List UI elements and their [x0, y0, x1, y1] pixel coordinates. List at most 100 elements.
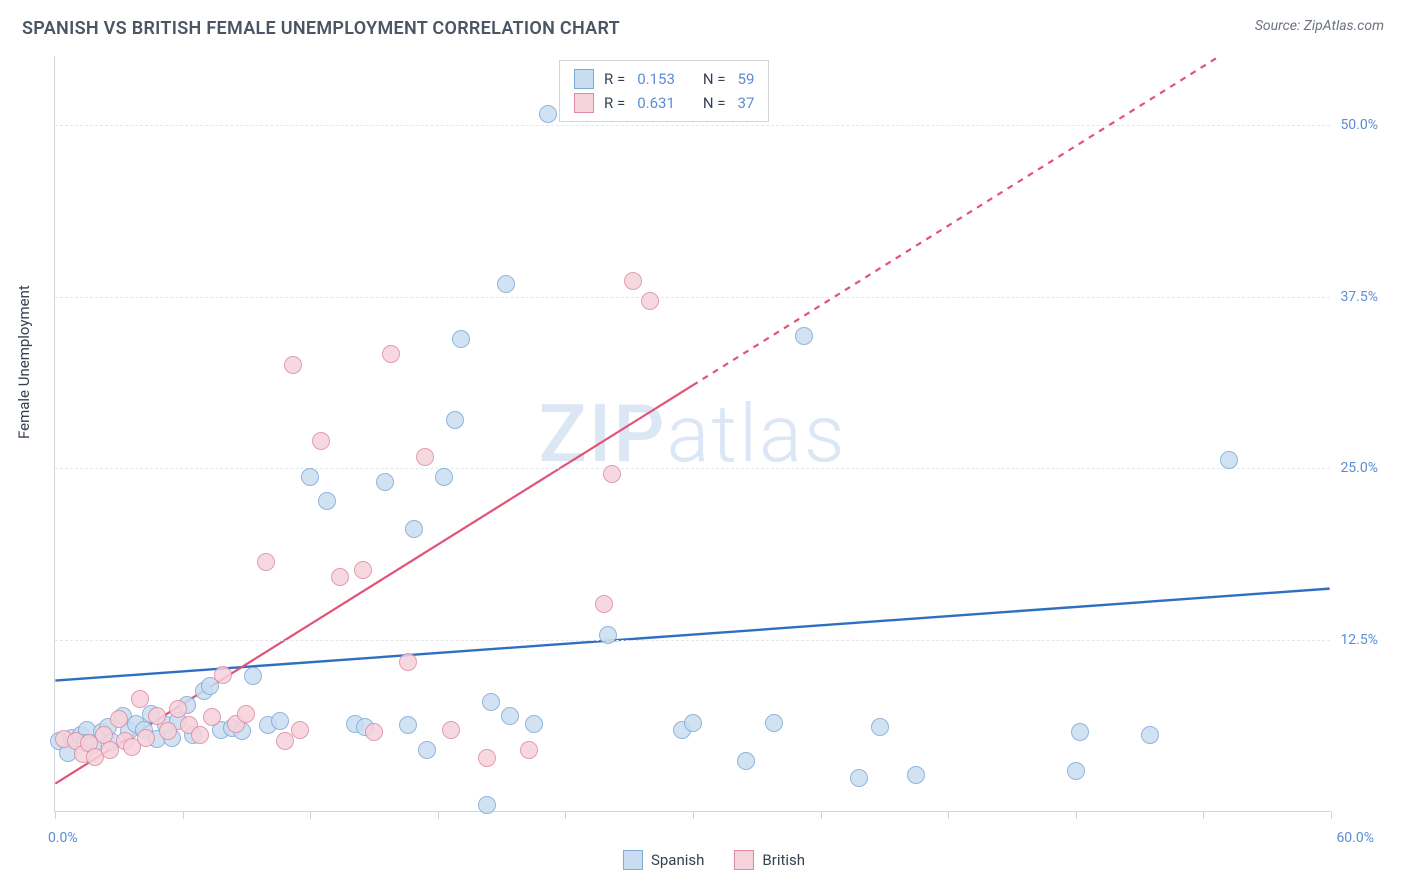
- data-point: [237, 705, 255, 723]
- legend-item: Spanish: [623, 850, 704, 870]
- data-point: [1067, 762, 1085, 780]
- stats-legend-row: R =0.153N =59: [574, 67, 754, 91]
- x-tick: [693, 811, 694, 819]
- watermark-brand: ZIP: [539, 387, 667, 481]
- data-point: [399, 716, 417, 734]
- data-point: [497, 275, 515, 293]
- data-point: [624, 272, 642, 290]
- legend-label: Spanish: [651, 851, 704, 869]
- data-point: [1071, 723, 1089, 741]
- data-point: [442, 721, 460, 739]
- data-point: [595, 595, 613, 613]
- data-point: [452, 330, 470, 348]
- x-axis-start-label: 0.0%: [48, 830, 78, 846]
- gridline: [55, 125, 1330, 126]
- x-tick: [948, 811, 949, 819]
- data-point: [765, 714, 783, 732]
- data-point: [137, 729, 155, 747]
- y-tick-label: 37.5%: [1340, 289, 1378, 305]
- legend-swatch: [623, 850, 643, 870]
- chart-title: SPANISH VS BRITISH FEMALE UNEMPLOYMENT C…: [22, 18, 620, 39]
- data-point: [405, 520, 423, 538]
- data-point: [501, 707, 519, 725]
- data-point: [737, 752, 755, 770]
- data-point: [365, 723, 383, 741]
- data-point: [399, 653, 417, 671]
- data-point: [191, 726, 209, 744]
- x-axis-end-label: 60.0%: [1336, 830, 1374, 846]
- data-point: [169, 700, 187, 718]
- legend-label: British: [762, 851, 805, 869]
- gridline: [55, 297, 1330, 298]
- data-point: [684, 714, 702, 732]
- data-point: [539, 105, 557, 123]
- x-tick: [310, 811, 311, 819]
- x-tick: [821, 811, 822, 819]
- trendlines-svg: [55, 56, 1330, 811]
- data-point: [318, 492, 336, 510]
- r-label: R =: [604, 70, 625, 88]
- plot-area: ZIPatlas R =0.153N =59R =0.631N =37 12.5…: [54, 56, 1330, 812]
- data-point: [301, 468, 319, 486]
- data-point: [244, 667, 262, 685]
- x-tick: [1076, 811, 1077, 819]
- data-point: [110, 710, 128, 728]
- data-point: [271, 712, 289, 730]
- watermark-suffix: atlas: [666, 387, 846, 481]
- gridline: [55, 468, 1330, 469]
- data-point: [850, 769, 868, 787]
- stats-legend: R =0.153N =59R =0.631N =37: [559, 60, 769, 122]
- legend-swatch: [574, 69, 594, 89]
- n-label: N =: [703, 94, 726, 112]
- source-attribution: Source: ZipAtlas.com: [1255, 18, 1384, 34]
- gridline: [55, 640, 1330, 641]
- r-value: 0.631: [637, 94, 675, 112]
- legend-swatch: [574, 93, 594, 113]
- y-tick-label: 12.5%: [1340, 632, 1378, 648]
- r-label: R =: [604, 94, 625, 112]
- data-point: [603, 465, 621, 483]
- data-point: [203, 708, 221, 726]
- y-axis-label: Female Unemployment: [15, 285, 33, 439]
- data-point: [416, 448, 434, 466]
- data-point: [382, 345, 400, 363]
- x-tick: [183, 811, 184, 819]
- legend-item: British: [734, 850, 805, 870]
- data-point: [641, 292, 659, 310]
- data-point: [795, 327, 813, 345]
- y-tick-label: 25.0%: [1340, 460, 1378, 476]
- data-point: [291, 721, 309, 739]
- x-tick: [1331, 811, 1332, 819]
- x-tick: [55, 811, 56, 819]
- data-point: [478, 796, 496, 814]
- data-point: [131, 690, 149, 708]
- data-point: [482, 693, 500, 711]
- data-point: [284, 356, 302, 374]
- data-point: [1141, 726, 1159, 744]
- data-point: [376, 473, 394, 491]
- x-tick: [1203, 811, 1204, 819]
- n-value: 37: [738, 94, 755, 112]
- r-value: 0.153: [637, 70, 675, 88]
- data-point: [331, 568, 349, 586]
- data-point: [159, 722, 177, 740]
- n-label: N =: [703, 70, 726, 88]
- data-point: [520, 741, 538, 759]
- data-point: [418, 741, 436, 759]
- chart-container: ZIPatlas R =0.153N =59R =0.631N =37 12.5…: [54, 56, 1374, 836]
- data-point: [354, 561, 372, 579]
- stats-legend-row: R = 0.631 N = 37: [574, 91, 754, 115]
- data-point: [446, 411, 464, 429]
- watermark: ZIPatlas: [539, 387, 847, 481]
- series-legend: Spanish British: [623, 850, 805, 870]
- legend-swatch: [734, 850, 754, 870]
- data-point: [478, 749, 496, 767]
- data-point: [214, 666, 232, 684]
- data-point: [257, 553, 275, 571]
- x-tick: [438, 811, 439, 819]
- data-point: [312, 432, 330, 450]
- data-point: [599, 626, 617, 644]
- data-point: [525, 715, 543, 733]
- data-point: [907, 766, 925, 784]
- x-tick: [565, 811, 566, 819]
